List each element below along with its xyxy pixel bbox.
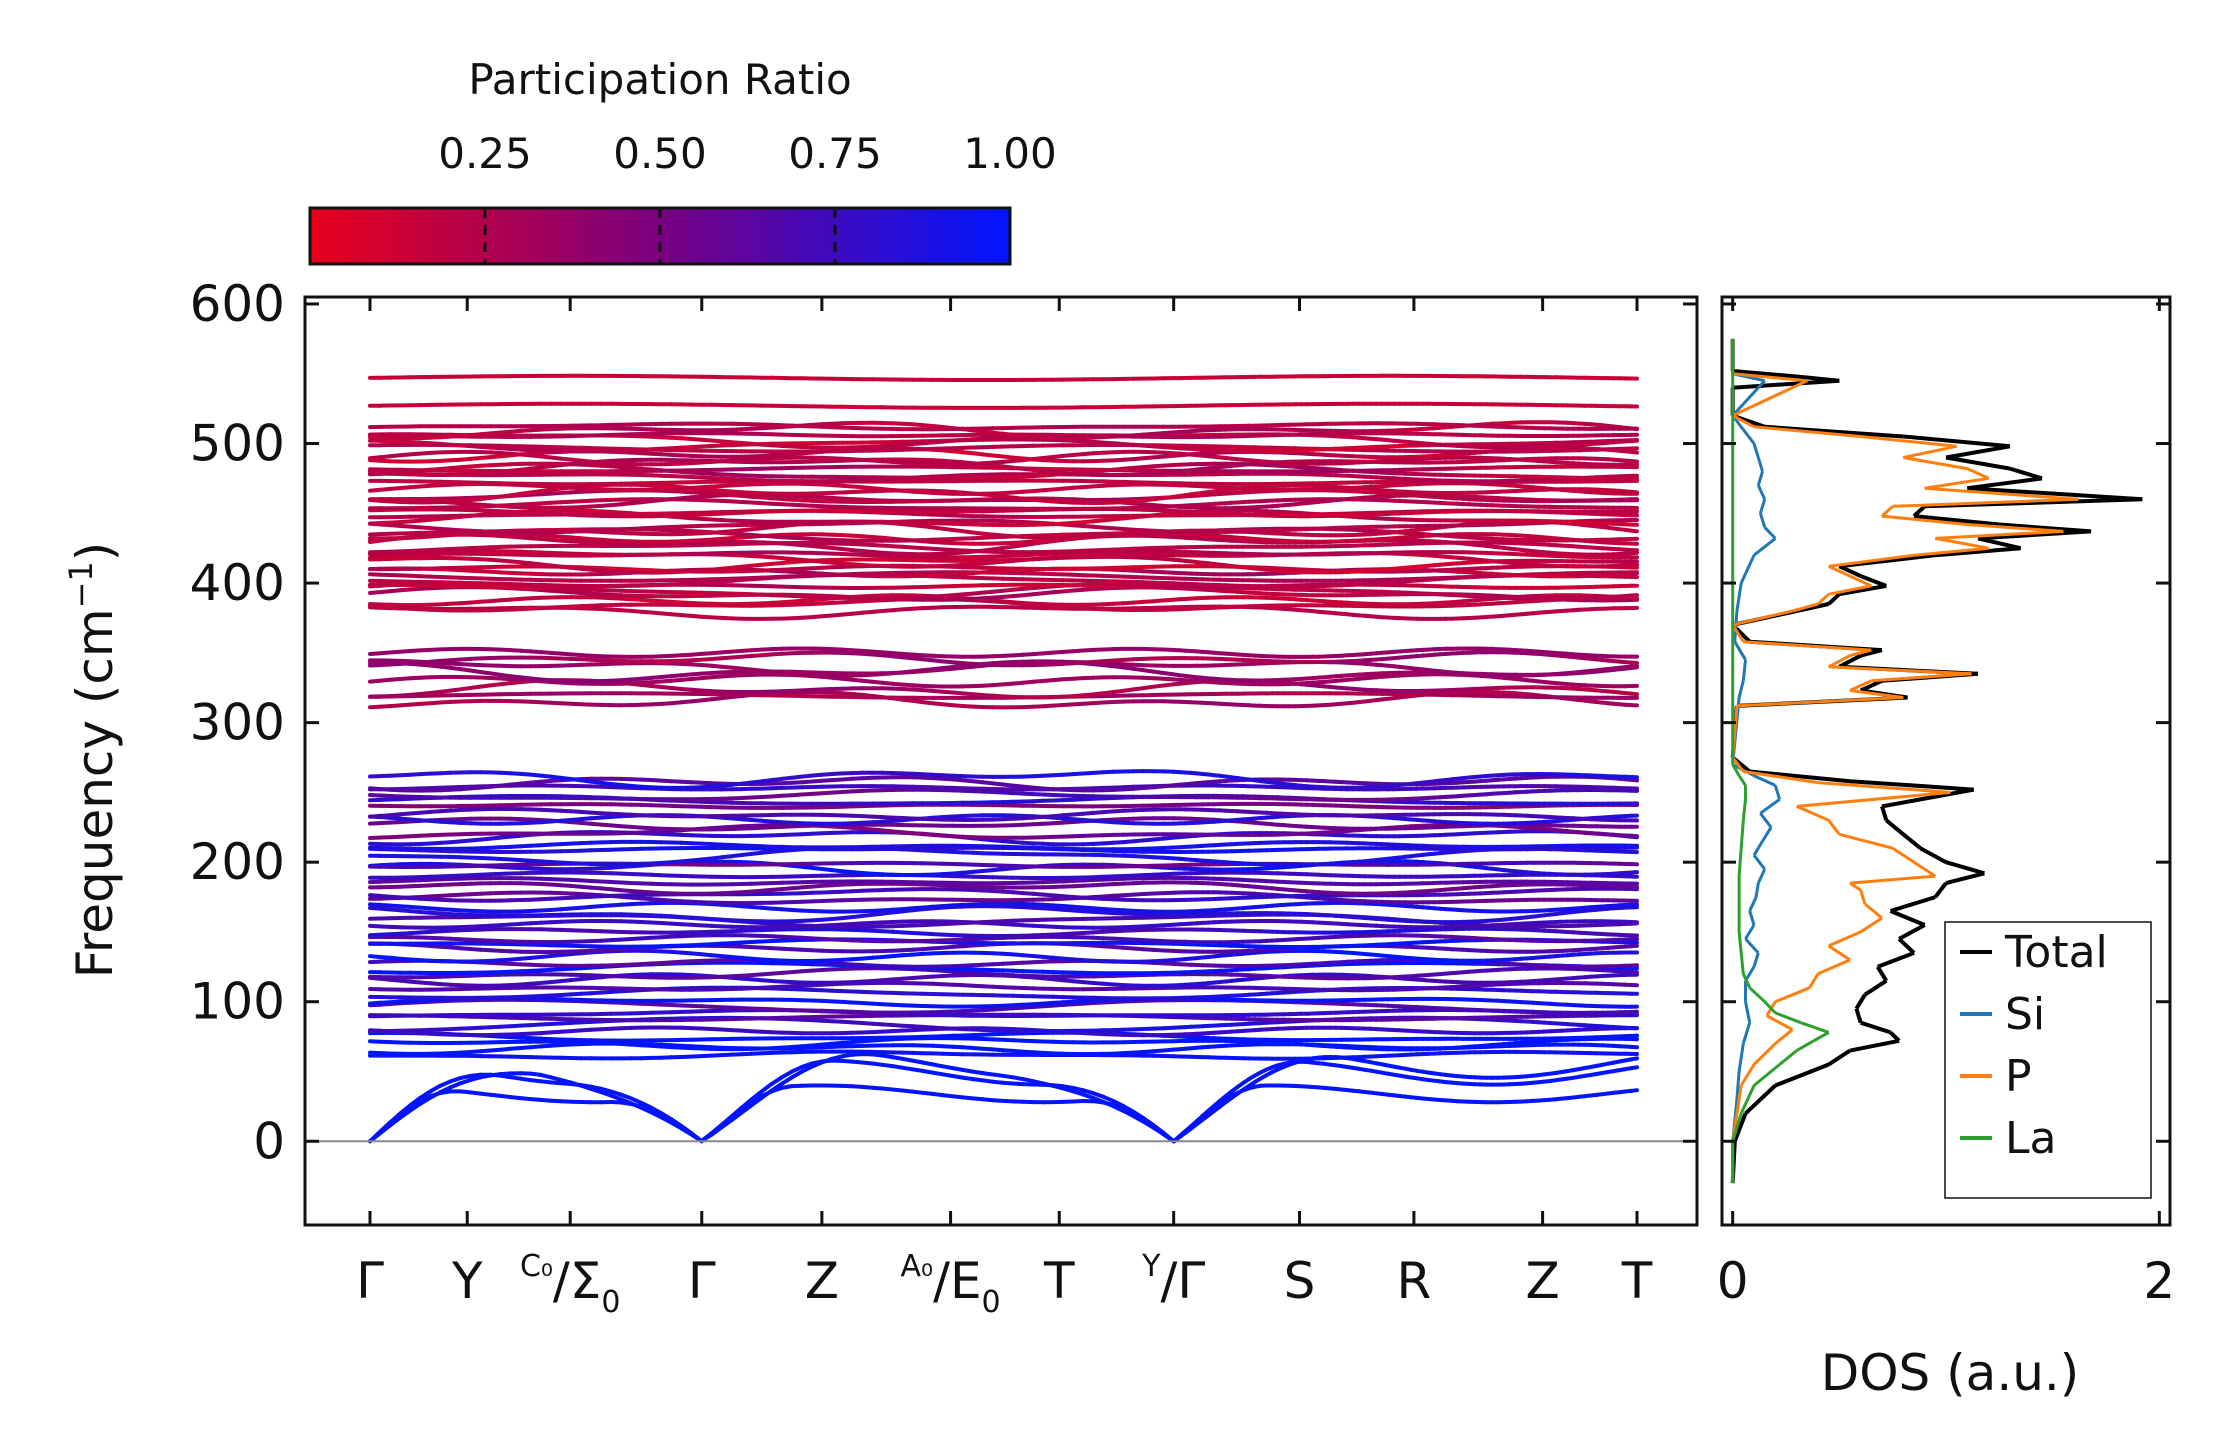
colorbar-tick-label: 0.75 <box>788 129 882 178</box>
colorbar-tick-label: 1.00 <box>963 129 1057 178</box>
colorbar-tick-label: 0.25 <box>438 129 532 178</box>
colorbar-tick-label: 0.50 <box>613 129 707 178</box>
colorbar: Participation Ratio 0.25 0.50 0.75 1.00 <box>308 55 1057 266</box>
colorbar-label: Participation Ratio <box>468 55 851 104</box>
